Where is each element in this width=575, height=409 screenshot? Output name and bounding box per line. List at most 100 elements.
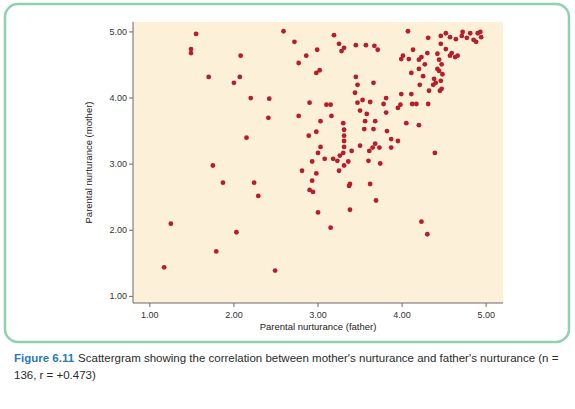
point [221, 180, 226, 185]
point [417, 123, 422, 128]
point [355, 82, 360, 87]
point [425, 51, 430, 56]
point [455, 53, 460, 58]
point [409, 92, 414, 97]
x-tick-label: 3.00 [309, 310, 327, 320]
point [306, 133, 311, 138]
point [162, 265, 167, 270]
point [310, 178, 315, 183]
x-tick-label: 1.00 [141, 310, 159, 320]
point [266, 115, 271, 120]
x-tick [318, 303, 319, 307]
point [314, 71, 319, 76]
point [410, 102, 415, 107]
x-axis-label: Parental nurturance (father) [260, 321, 377, 332]
point [342, 145, 347, 150]
point [232, 80, 237, 85]
point [464, 35, 469, 40]
y-tick-label: 1.00 [109, 291, 127, 301]
point [281, 29, 286, 34]
point [459, 33, 464, 38]
point [267, 96, 272, 101]
y-tick-label: 2.00 [109, 225, 127, 235]
point [432, 151, 437, 156]
point [406, 29, 411, 34]
point [324, 102, 329, 107]
point [401, 53, 406, 58]
point [419, 219, 424, 224]
point [355, 100, 360, 105]
point [440, 72, 445, 77]
x-tick [149, 303, 150, 307]
point [438, 78, 443, 83]
point [422, 62, 427, 67]
chart: 1.002.003.004.005.001.002.003.004.005.00… [0, 0, 575, 409]
point [406, 57, 411, 62]
y-tick-label: 3.00 [109, 159, 127, 169]
point [348, 182, 353, 187]
point [460, 30, 465, 35]
caption-label: Figure 6.11 [14, 352, 74, 364]
point [214, 249, 219, 254]
point [385, 129, 390, 134]
frame [5, 4, 569, 342]
point [443, 31, 448, 36]
plot-area [133, 22, 503, 303]
point [381, 102, 386, 107]
point [371, 80, 376, 85]
point [426, 102, 431, 107]
point [395, 139, 400, 144]
point [373, 141, 378, 146]
point [409, 71, 414, 76]
point [479, 35, 484, 40]
point [372, 43, 377, 48]
point [332, 33, 337, 38]
point [328, 102, 333, 107]
point [373, 119, 378, 124]
point [316, 210, 321, 215]
point [244, 135, 249, 140]
caption: Figure 6.11Scattergram showing the corre… [14, 350, 559, 384]
point [454, 37, 459, 42]
point [296, 113, 301, 118]
point [335, 158, 340, 163]
page: {"chart_data": {"type": "scatter", "titl… [0, 0, 575, 409]
point [439, 62, 444, 67]
point [292, 39, 297, 44]
point [296, 61, 301, 66]
point [314, 129, 319, 134]
point [300, 168, 305, 173]
point [474, 39, 479, 44]
point [328, 225, 333, 230]
point [358, 143, 363, 148]
point [414, 102, 419, 107]
point [435, 51, 440, 56]
point [384, 110, 389, 115]
point [206, 74, 211, 79]
point [342, 163, 347, 168]
caption-text: Scattergram showing the correlation betw… [14, 352, 558, 381]
point [411, 47, 416, 52]
point [337, 168, 342, 173]
point [337, 153, 342, 158]
points [162, 29, 484, 273]
point [448, 35, 453, 40]
point [256, 193, 261, 198]
point [375, 47, 380, 52]
point [322, 156, 327, 161]
point [433, 80, 438, 85]
point [353, 74, 358, 79]
point [349, 149, 354, 154]
point [237, 74, 242, 79]
point [307, 100, 312, 105]
point [353, 43, 358, 48]
point [234, 230, 239, 235]
point [398, 102, 403, 107]
point [449, 51, 454, 56]
x-tick [486, 303, 487, 307]
point [371, 127, 376, 132]
point [341, 121, 346, 126]
point [438, 33, 443, 38]
point [363, 119, 368, 124]
point [404, 121, 409, 126]
